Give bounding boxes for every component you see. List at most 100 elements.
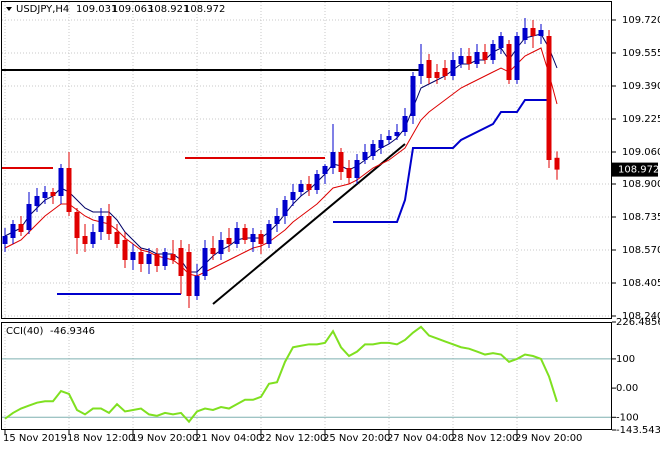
candle-body — [266, 224, 272, 244]
candle-body — [354, 160, 360, 178]
candle-body — [530, 28, 536, 36]
y2-tick-label: 226.4856 — [616, 317, 660, 328]
collapse-arrow[interactable] — [6, 7, 12, 11]
candle-body — [418, 64, 424, 76]
ohlc-high: 109.063 — [112, 4, 153, 15]
candle-body — [482, 52, 488, 60]
y-tick-label: 109.225 — [622, 114, 660, 125]
candle-body — [514, 36, 520, 80]
candle-body — [186, 252, 192, 296]
price-box — [612, 162, 658, 177]
candle-body — [146, 254, 152, 264]
candle-body — [338, 152, 344, 172]
cci-value: -46.9346 — [50, 326, 95, 337]
candle-body — [154, 254, 160, 266]
candle-body — [66, 168, 72, 212]
candle-body — [290, 192, 296, 200]
cci-name: CCI(40) — [6, 326, 44, 337]
y-tick-label: 109.720 — [622, 15, 660, 26]
y-tick-label: 108.735 — [622, 212, 660, 223]
cci-line — [4, 325, 558, 424]
candle-body — [122, 240, 128, 260]
candle-body — [306, 184, 312, 190]
candle-body — [330, 152, 336, 168]
candle-body — [402, 116, 408, 132]
candle-body — [426, 60, 432, 78]
candle-body — [362, 152, 368, 160]
y-tick-label: 109.060 — [622, 147, 660, 158]
x-tick-label: 15 Nov 2019 — [3, 433, 67, 444]
candle-body — [138, 252, 144, 264]
y2-tick-label: 100 — [616, 354, 635, 365]
candle-body — [498, 36, 504, 48]
candle-body — [258, 234, 264, 244]
candle-body — [74, 212, 80, 238]
candle-body — [370, 144, 376, 156]
candle-body — [442, 68, 448, 76]
candle-body — [98, 216, 104, 232]
x-tick-label: 27 Nov 04:00 — [387, 433, 454, 444]
x-tick-label: 18 Nov 12:00 — [67, 433, 134, 444]
main-panel-frame — [1, 1, 612, 319]
candle-body — [178, 248, 184, 276]
candle-body — [434, 72, 440, 78]
candle-body — [378, 140, 384, 148]
candle-body — [10, 224, 16, 238]
candle-body — [26, 204, 32, 230]
candle-body — [474, 52, 480, 64]
x-tick-label: 25 Nov 20:00 — [323, 433, 390, 444]
x-tick-label: 22 Nov 12:00 — [259, 433, 326, 444]
ohlc-open: 109.031 — [76, 4, 117, 15]
candle-body — [538, 30, 544, 36]
candle-body — [322, 166, 328, 174]
candle-body — [106, 216, 112, 234]
candle-body — [410, 76, 416, 116]
candle-body — [218, 240, 224, 254]
candle-body — [2, 236, 8, 244]
moving-average — [4, 47, 558, 277]
trend-line — [212, 143, 406, 305]
candle-body — [90, 232, 96, 244]
candle-body — [58, 168, 64, 196]
candle-body — [546, 36, 552, 160]
candle-body — [394, 132, 400, 136]
y-tick-label: 109.390 — [622, 81, 660, 92]
candle-body — [522, 28, 528, 40]
x-tick-label: 19 Nov 20:00 — [131, 433, 198, 444]
candle-body — [226, 238, 232, 244]
x-tick-label: 29 Nov 20:00 — [515, 433, 582, 444]
candle-body — [170, 254, 176, 260]
y-tick-label: 108.405 — [622, 278, 660, 289]
y2-tick-label: -100 — [616, 412, 639, 423]
price-box-label: 108.972 — [618, 165, 659, 176]
y-tick-label: 109.555 — [622, 48, 660, 59]
candle-body — [242, 228, 248, 240]
candle-body — [314, 174, 320, 190]
candle-body — [554, 157, 560, 170]
candle-body — [450, 60, 456, 76]
step-line — [333, 99, 549, 223]
y-tick-label: 108.240 — [622, 311, 660, 322]
candle-body — [274, 216, 280, 224]
y2-tick-label: 0.00 — [616, 383, 638, 394]
candle-body — [466, 56, 472, 64]
candle-body — [42, 192, 48, 198]
candle-body — [250, 234, 256, 242]
ohlc-close: 108.972 — [184, 4, 225, 15]
cci-panel-frame — [1, 322, 612, 430]
y-tick-label: 108.570 — [622, 245, 660, 256]
ohlc-low: 108.921 — [148, 4, 189, 15]
candle-body — [162, 252, 168, 266]
candle-body — [210, 248, 216, 254]
symbol-label: USDJPY,H4 — [16, 4, 69, 15]
candle-body — [234, 228, 240, 244]
moving-average — [4, 33, 558, 273]
y-tick-label: 108.900 — [622, 179, 660, 190]
candle-body — [82, 236, 88, 244]
candle-body — [194, 276, 200, 296]
x-tick-label: 21 Nov 04:00 — [195, 433, 262, 444]
candle-body — [346, 168, 352, 178]
candle-body — [490, 44, 496, 60]
candle-body — [386, 136, 392, 140]
